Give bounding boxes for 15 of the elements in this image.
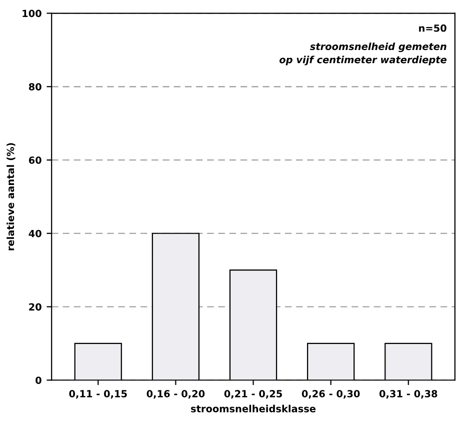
x-tick-label: 0,21 - 0,25 [224, 390, 282, 399]
x-tick-label: 0,16 - 0,20 [146, 390, 205, 399]
y-tick-label: 20 [29, 303, 42, 311]
x-tick-label: 0,26 - 0,30 [302, 390, 360, 399]
y-tick-label: 60 [28, 156, 42, 164]
annotation: stroomsnelheid gemeten op vijf centimeter waterdiepte [280, 42, 446, 66]
y-axis-title: relatieve aantal (%) [6, 143, 16, 250]
annotation: n=50 [419, 24, 446, 32]
x-axis-title: stroomsnelheidsklasse [191, 404, 316, 412]
y-tick-label: 80 [28, 83, 42, 90]
y-tick-label: 100 [22, 10, 42, 18]
x-tick-label: 0,11 - 0,15 [69, 390, 127, 399]
y-tick-label: 40 [28, 230, 42, 238]
y-tick-label: 0 [36, 376, 42, 384]
x-tick-label: 0,31 - 0,38 [379, 390, 438, 399]
